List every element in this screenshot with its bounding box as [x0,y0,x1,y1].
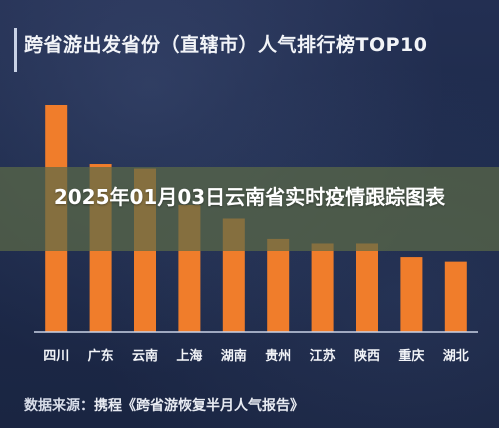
x-tick-label-8: 重庆 [398,348,424,364]
data-source-text: 携程《跨省游恢复半月人气报告》 [94,398,304,414]
x-tick-label-7: 陕西 [354,348,380,364]
bar-5 [267,238,290,332]
x-tick-label-3: 上海 [176,348,202,364]
overlay-headline: 2025年01月03日云南省实时疫情跟踪图表 [53,185,446,209]
x-tick-label-6: 江苏 [310,348,336,364]
data-source-label: 数据来源： [24,398,94,414]
x-tick-label-0: 四川 [43,349,69,364]
data-source: 数据来源：携程《跨省游恢复半月人气报告》 [24,395,304,415]
x-tick-label-2: 云南 [132,348,158,364]
bar-9 [444,261,467,332]
overlay-banner [0,167,499,251]
x-tick-label-9: 湖北 [443,349,469,364]
bar-7 [356,243,378,332]
x-tick-label-1: 广东 [88,348,114,364]
x-tick-label-4: 湖南 [221,348,247,364]
bar-6 [311,243,334,332]
title-accent-bar [14,28,17,72]
bar-8 [400,257,423,332]
chart-title: 跨省游出发省份（直辖市）人气排行榜TOP10 [24,34,428,56]
x-tick-label-5: 贵州 [265,348,291,364]
